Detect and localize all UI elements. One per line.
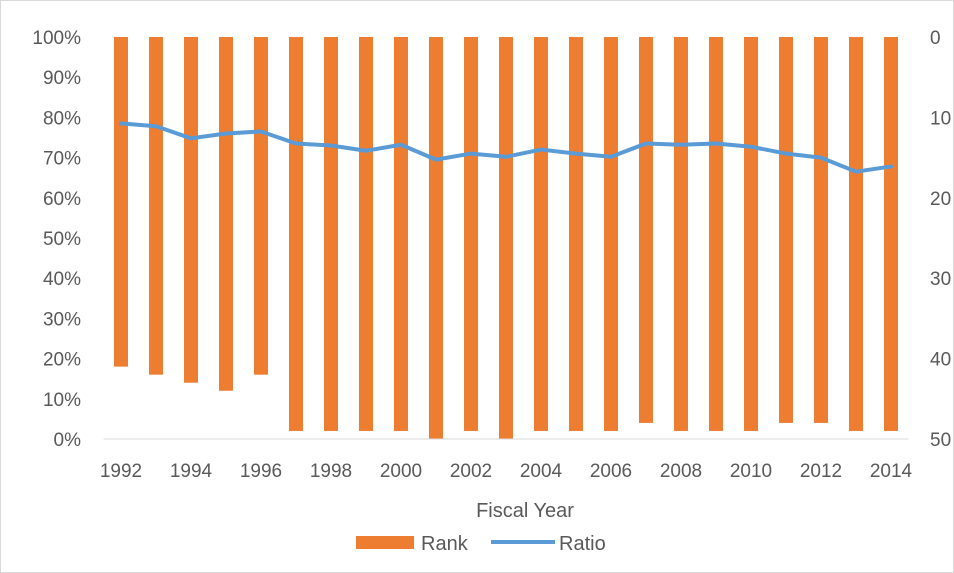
left-tick-label: 10% bbox=[43, 390, 81, 411]
x-tick-label: 2014 bbox=[870, 461, 913, 482]
rank-bar-2009 bbox=[709, 37, 723, 431]
rank-bar-2001 bbox=[429, 37, 443, 439]
rank-bar-1993 bbox=[149, 37, 163, 375]
left-tick-label: 80% bbox=[43, 108, 81, 129]
x-tick-label: 2002 bbox=[450, 461, 492, 482]
x-tick-label: 1994 bbox=[170, 461, 213, 482]
rank-bar-2006 bbox=[604, 37, 618, 431]
x-tick-label: 2006 bbox=[590, 461, 632, 482]
rank-bar-1996 bbox=[254, 37, 268, 375]
left-tick-label: 20% bbox=[43, 350, 81, 371]
rank-bar-2014 bbox=[884, 37, 898, 431]
right-tick-label: 0 bbox=[930, 28, 941, 49]
right-tick-label: 30 bbox=[930, 269, 951, 290]
rank-bar-1997 bbox=[289, 37, 303, 431]
rank-bar-2002 bbox=[464, 37, 478, 431]
rank-bar-2005 bbox=[569, 37, 583, 431]
x-tick-label: 2000 bbox=[380, 461, 422, 482]
left-tick-label: 60% bbox=[43, 189, 81, 210]
right-tick-label: 10 bbox=[930, 108, 951, 129]
x-axis-ticks: 1992 1994 1996 1998 2000 2002 2004 2006 2008 2010… bbox=[100, 461, 913, 482]
x-tick-label: 2008 bbox=[660, 461, 702, 482]
x-tick-label: 1996 bbox=[240, 461, 282, 482]
left-tick-label: 70% bbox=[43, 149, 81, 170]
left-tick-label: 40% bbox=[43, 269, 81, 290]
rank-bar-2010 bbox=[744, 37, 758, 431]
rank-bar-1994 bbox=[184, 37, 198, 383]
rank-bar-2000 bbox=[394, 37, 408, 431]
legend: Rank Ratio bbox=[356, 533, 606, 555]
rank-bar-1992 bbox=[114, 37, 128, 367]
rank-bar-1999 bbox=[359, 37, 373, 431]
x-tick-label: 1992 bbox=[100, 461, 142, 482]
rank-bar-2013 bbox=[849, 37, 863, 431]
ratio-line-layer bbox=[119, 121, 893, 174]
rank-bar-2003 bbox=[499, 37, 513, 439]
right-axis-ticks: 0 10 20 30 40 50 bbox=[930, 28, 951, 451]
right-tick-label: 50 bbox=[930, 430, 951, 451]
rank-bar-2007 bbox=[639, 37, 653, 423]
right-tick-label: 40 bbox=[930, 350, 951, 371]
ratio-series-line bbox=[119, 121, 893, 174]
rank-bars bbox=[114, 37, 898, 439]
x-axis-title: Fiscal Year bbox=[476, 500, 574, 522]
left-tick-label: 50% bbox=[43, 229, 81, 250]
left-tick-label: 0% bbox=[54, 430, 82, 451]
left-tick-label: 100% bbox=[32, 28, 81, 49]
x-tick-label: 2012 bbox=[800, 461, 842, 482]
legend-ratio-label: Ratio bbox=[559, 533, 606, 555]
x-tick-label: 2010 bbox=[730, 461, 772, 482]
left-axis-ticks: 0% 10% 20% 30% 40% 50% 60% 70% 80% 90% 100% bbox=[32, 28, 81, 451]
legend-rank-swatch bbox=[356, 536, 414, 549]
rank-bar-2008 bbox=[674, 37, 688, 431]
x-tick-label: 1998 bbox=[310, 461, 352, 482]
right-tick-label: 20 bbox=[930, 189, 951, 210]
rank-bar-2012 bbox=[814, 37, 828, 423]
left-tick-label: 30% bbox=[43, 309, 81, 330]
left-tick-label: 90% bbox=[43, 68, 81, 89]
rank-bar-1998 bbox=[324, 37, 338, 431]
rank-bar-2004 bbox=[534, 37, 548, 431]
x-tick-label: 2004 bbox=[520, 461, 563, 482]
rank-bar-2011 bbox=[779, 37, 793, 423]
legend-rank-label: Rank bbox=[421, 533, 469, 555]
rank-bar-1995 bbox=[219, 37, 233, 391]
